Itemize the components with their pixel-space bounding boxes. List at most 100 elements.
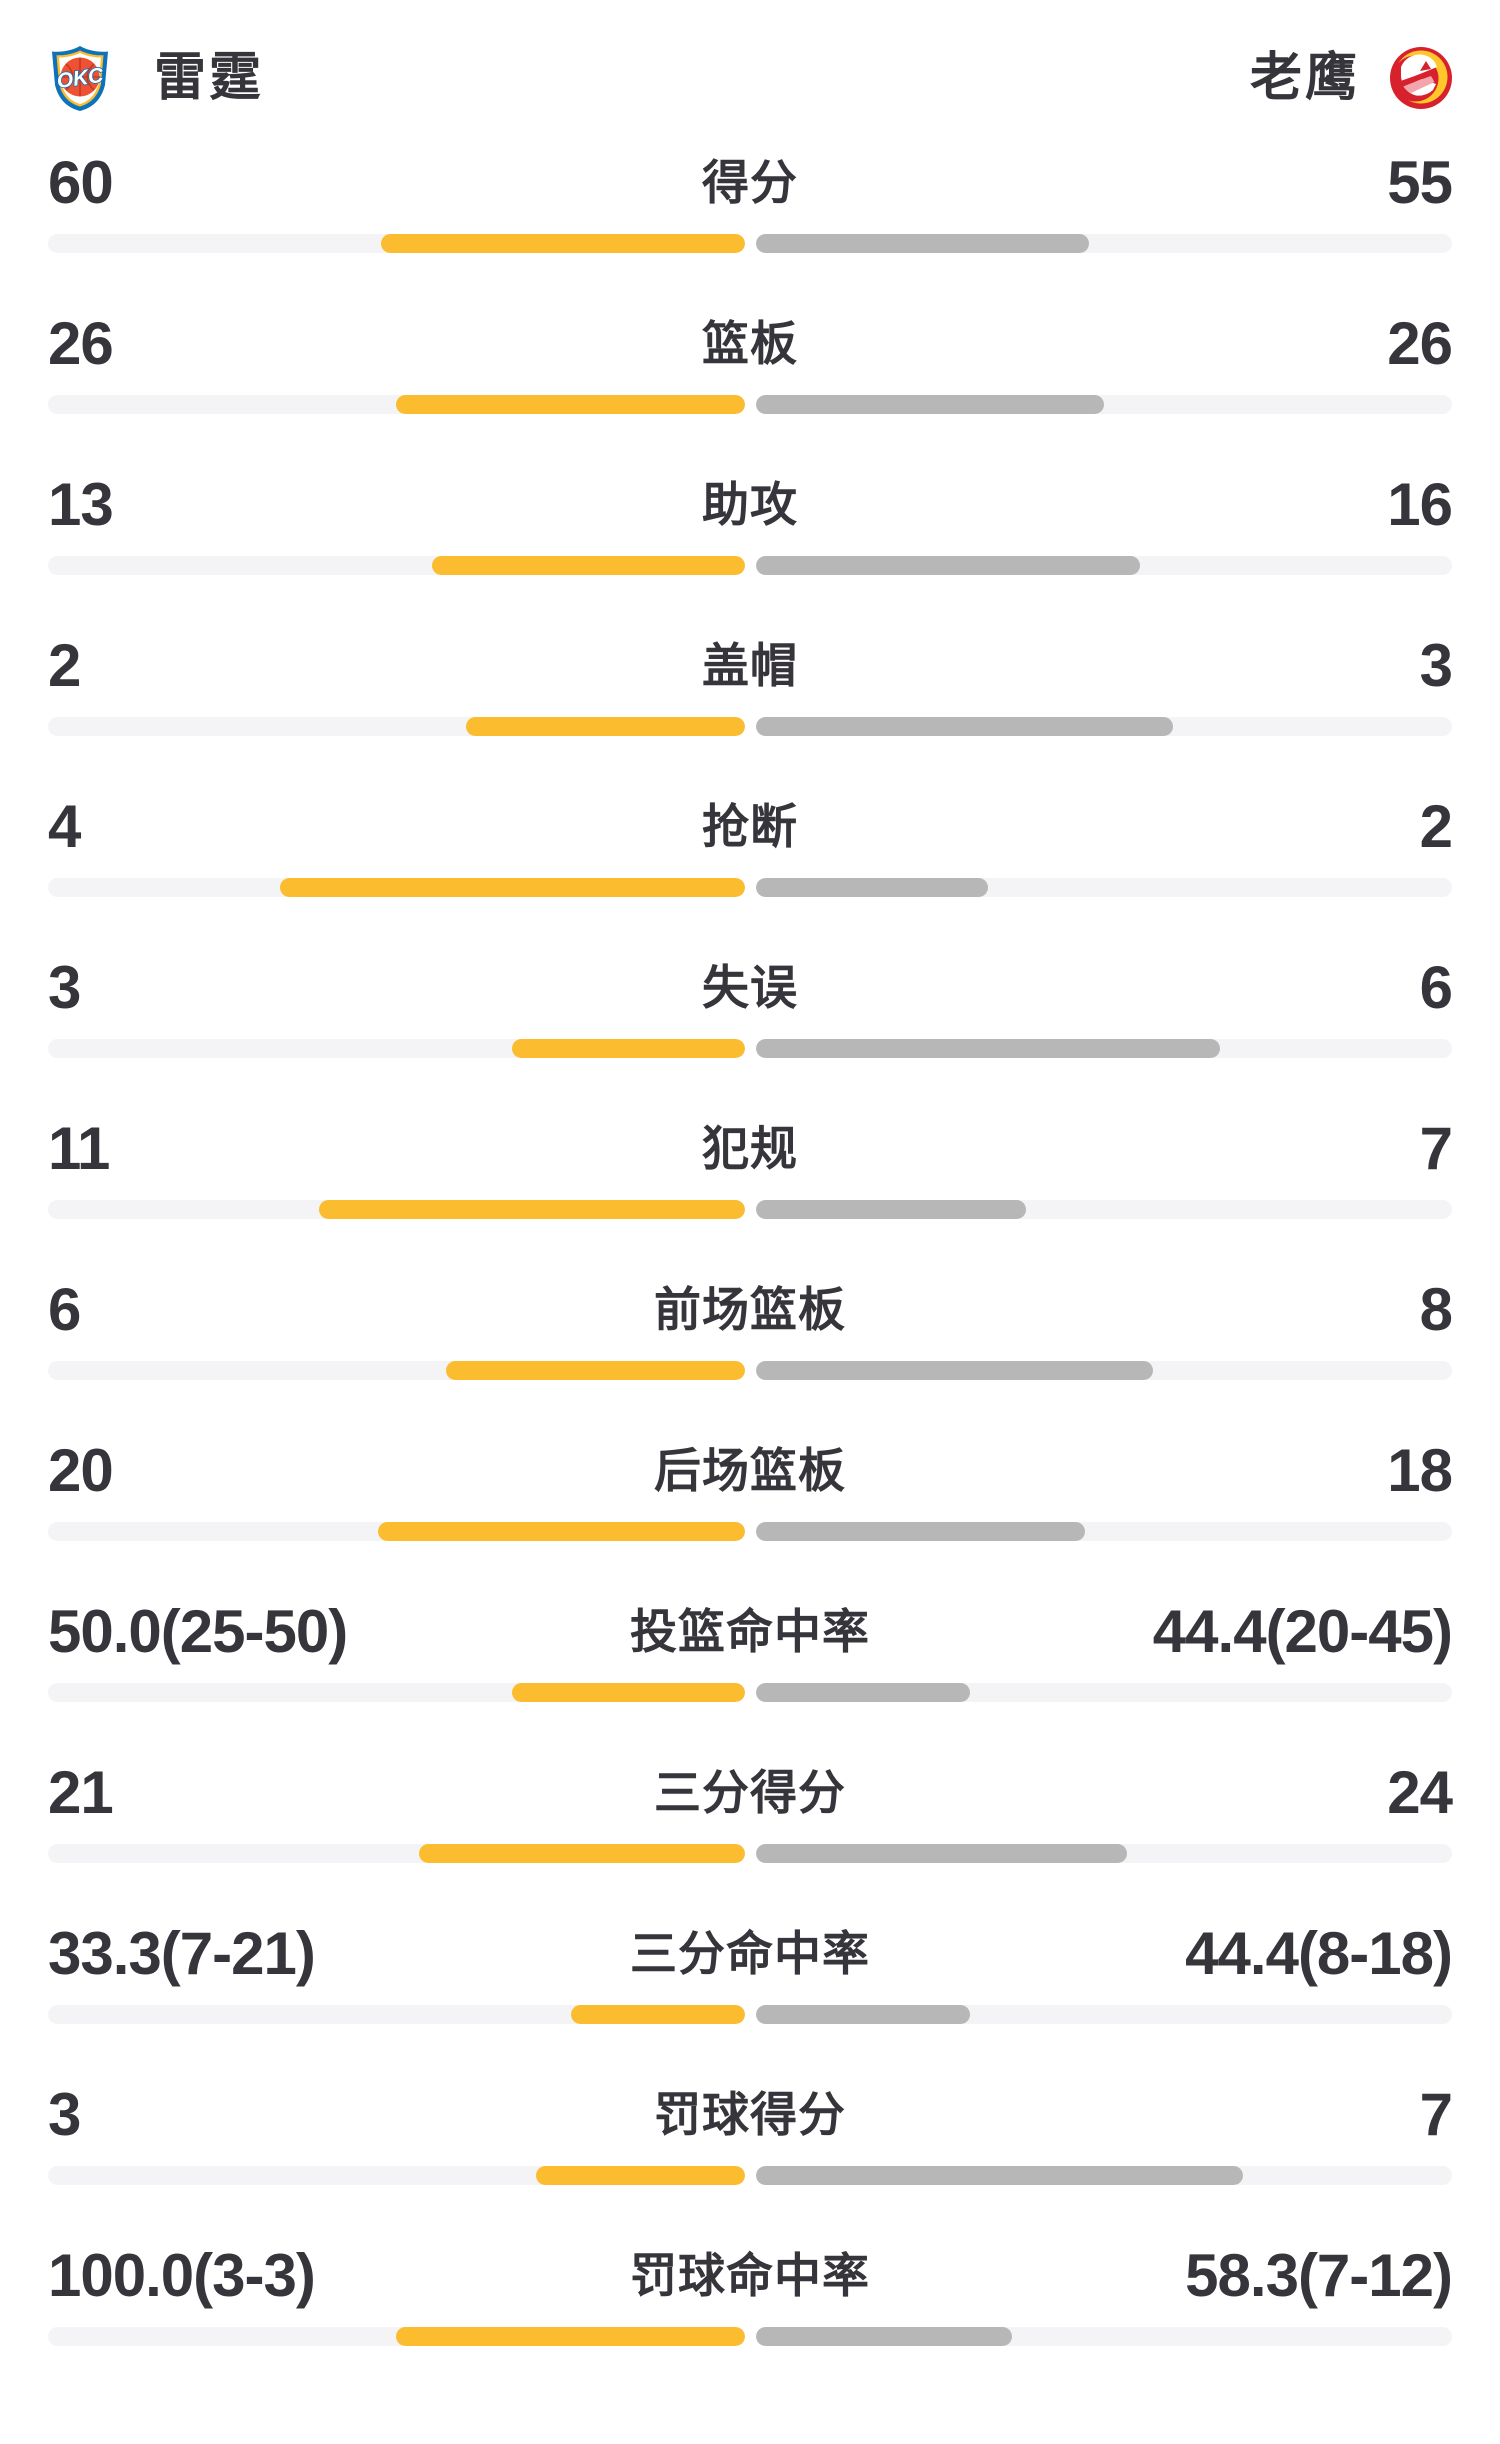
left-team-value: 13	[48, 471, 114, 538]
left-bar-fill	[535, 2166, 745, 2185]
stat-row: 100.0(3-3) 罚球命中率 58.3(7-12)	[48, 2205, 1453, 2366]
left-team-value: 50.0(25-50)	[48, 1598, 348, 1665]
stat-bars	[48, 395, 1452, 414]
stat-bars	[48, 2327, 1452, 2346]
right-bar-fill	[755, 1683, 970, 1702]
left-bar-fill	[396, 2327, 745, 2346]
right-bar-fill	[755, 395, 1104, 414]
stat-bars	[48, 1039, 1452, 1058]
right-team-value: 3	[1419, 632, 1453, 699]
left-bar-fill	[280, 878, 745, 897]
teams-header: OKC 雷霆 老鹰	[48, 44, 1452, 112]
stat-values-line: 3 罚球得分 7	[48, 2081, 1453, 2148]
right-team-value: 6	[1419, 954, 1453, 1021]
left-bar-fill	[396, 395, 745, 414]
right-bar-track	[755, 1361, 1452, 1380]
left-team-value: 3	[48, 954, 81, 1021]
stat-bars	[48, 556, 1452, 575]
right-team-value: 44.4(8-18)	[1185, 1920, 1453, 1987]
right-team-value: 7	[1419, 2081, 1453, 2148]
right-bar-fill	[755, 1844, 1127, 1863]
right-bar-fill	[755, 717, 1174, 736]
stat-row: 11 犯规 7	[48, 1078, 1453, 1239]
left-bar-fill	[512, 1683, 745, 1702]
right-bar-track	[755, 717, 1452, 736]
left-team-value: 2	[48, 632, 81, 699]
right-bar-track	[755, 1683, 1452, 1702]
left-bar-track	[48, 395, 745, 414]
stats-list: 60 得分 55 26 篮板 26 13 助攻 16 2 盖帽 3 4 抢断 2 3 失误 6 11 犯规 7 6 前场篮板…	[48, 112, 1453, 2366]
stat-bars	[48, 1522, 1452, 1541]
right-bar-fill	[755, 1039, 1220, 1058]
stat-label: 得分	[702, 156, 798, 209]
right-bar-track	[755, 1844, 1452, 1863]
stat-row: 60 得分 55	[48, 112, 1453, 273]
left-bar-track	[48, 1683, 745, 1702]
stat-bars	[48, 2005, 1452, 2024]
left-bar-track	[48, 2327, 745, 2346]
stat-values-line: 50.0(25-50) 投篮命中率 44.4(20-45)	[48, 1598, 1453, 1665]
stat-values-line: 33.3(7-21) 三分命中率 44.4(8-18)	[48, 1920, 1453, 1987]
stat-label: 投篮命中率	[630, 1605, 870, 1658]
stat-row: 50.0(25-50) 投篮命中率 44.4(20-45)	[48, 1561, 1453, 1722]
stat-row: 33.3(7-21) 三分命中率 44.4(8-18)	[48, 1883, 1453, 2044]
left-team-value: 11	[48, 1115, 110, 1182]
stat-row: 4 抢断 2	[48, 756, 1453, 917]
left-bar-track	[48, 234, 745, 253]
right-bar-track	[755, 1039, 1452, 1058]
left-bar-fill	[445, 1361, 745, 1380]
stat-label: 后场篮板	[654, 1444, 846, 1497]
stat-values-line: 6 前场篮板 8	[48, 1276, 1453, 1343]
stat-row: 26 篮板 26	[48, 273, 1453, 434]
right-bar-track	[755, 2166, 1452, 2185]
okc-thunder-logo-icon: OKC	[52, 46, 108, 111]
stat-label: 三分命中率	[630, 1927, 870, 1980]
left-bar-fill	[570, 2005, 745, 2024]
left-bar-track	[48, 1200, 745, 1219]
right-bar-fill	[755, 878, 988, 897]
left-bar-fill	[419, 1844, 745, 1863]
left-team-value: 60	[48, 149, 114, 216]
right-team-name: 老鹰	[1249, 49, 1360, 107]
left-team-value: 3	[48, 2081, 81, 2148]
right-bar-track	[755, 2327, 1452, 2346]
left-bar-track	[48, 2005, 745, 2024]
left-bar-fill	[512, 1039, 745, 1058]
stat-row: 21 三分得分 24	[48, 1722, 1453, 1883]
stat-bars	[48, 234, 1452, 253]
right-bar-fill	[755, 2327, 1013, 2346]
right-bar-fill	[755, 1522, 1086, 1541]
right-team-value: 44.4(20-45)	[1152, 1598, 1453, 1665]
stat-label: 前场篮板	[654, 1283, 846, 1336]
hawks-logo-icon	[1390, 47, 1452, 109]
stat-bars	[48, 1683, 1452, 1702]
left-team-value: 21	[48, 1759, 114, 1826]
right-bar-track	[755, 556, 1452, 575]
left-team-name: 雷霆	[154, 49, 265, 107]
stat-values-line: 26 篮板 26	[48, 311, 1453, 377]
right-bar-fill	[755, 556, 1140, 575]
left-bar-fill	[465, 717, 745, 736]
left-bar-track	[48, 1844, 745, 1863]
stat-bars	[48, 717, 1452, 736]
stat-row: 6 前场篮板 8	[48, 1239, 1453, 1400]
stat-values-line: 20 后场篮板 18	[48, 1437, 1453, 1504]
right-bar-track	[755, 1200, 1452, 1219]
stat-values-line: 100.0(3-3) 罚球命中率 58.3(7-12)	[48, 2242, 1453, 2309]
stat-values-line: 13 助攻 16	[48, 471, 1453, 538]
left-team-value: 6	[48, 1276, 81, 1343]
right-bar-fill	[755, 2166, 1244, 2185]
right-team-value: 7	[1419, 1115, 1453, 1182]
right-bar-fill	[755, 1200, 1027, 1219]
stat-row: 2 盖帽 3	[48, 595, 1453, 756]
right-bar-fill	[755, 234, 1089, 253]
stat-label: 盖帽	[702, 639, 798, 692]
left-team-value: 20	[48, 1437, 114, 1504]
stat-values-line: 2 盖帽 3	[48, 632, 1453, 699]
right-team-value: 58.3(7-12)	[1185, 2242, 1453, 2309]
left-bar-track	[48, 717, 745, 736]
stat-label: 失误	[702, 961, 798, 1014]
left-bar-track	[48, 2166, 745, 2185]
right-bar-track	[755, 2005, 1452, 2024]
stat-bars	[48, 2166, 1452, 2185]
